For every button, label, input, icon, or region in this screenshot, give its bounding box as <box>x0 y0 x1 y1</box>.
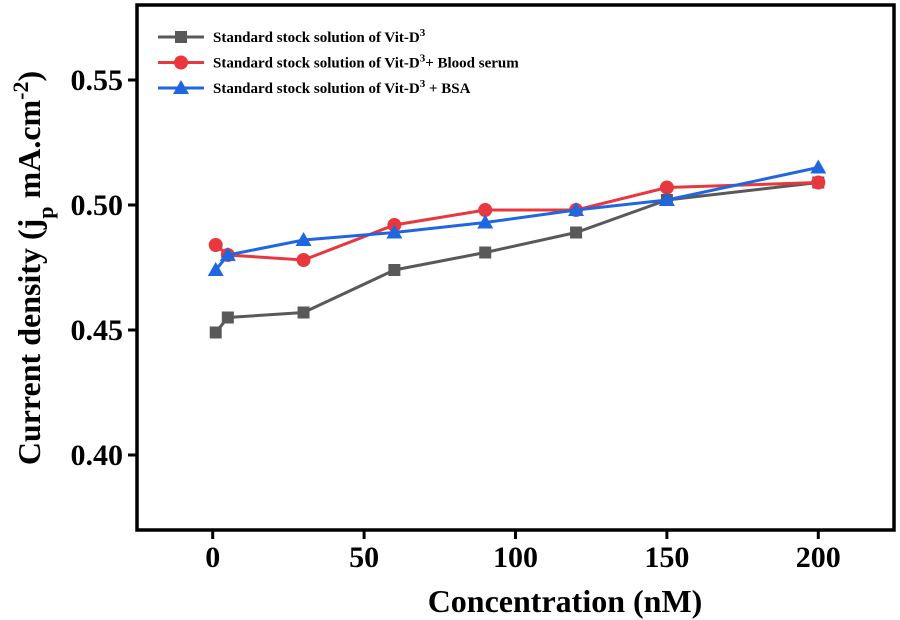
legend-label-sup: 3 <box>420 53 426 65</box>
legend-item: Standard stock solution of Vit-D3+ Blood… <box>158 53 519 72</box>
series-line <box>214 181 819 262</box>
y-axis-title-sup: -2 <box>8 81 33 99</box>
legend-label: Standard stock solution of Vit-D3 <box>213 27 426 46</box>
legend-item: Standard stock solution of Vit-D3 <box>158 27 426 46</box>
data-point <box>295 232 312 246</box>
data-point <box>568 202 585 216</box>
y-axis-title: Current density (jp mA.cm-2) <box>8 71 58 465</box>
legend-label-suffix: + BSA <box>425 81 470 97</box>
legend-swatch-marker <box>173 80 189 94</box>
data-point <box>207 262 224 276</box>
legend-label-main: Standard stock solution of Vit-D <box>213 81 420 97</box>
y-axis-title-mid: mA.cm <box>11 99 47 206</box>
y-tick-label: 0.50 <box>71 189 124 222</box>
x-tick-label: 100 <box>493 541 538 574</box>
data-point <box>221 311 234 324</box>
data-point <box>386 224 403 239</box>
data-point <box>659 180 674 195</box>
legend-label-main: Standard stock solution of Vit-D <box>213 56 420 72</box>
x-tick-label: 200 <box>796 541 841 574</box>
y-tick-label: 0.40 <box>71 439 124 472</box>
data-point <box>388 264 401 276</box>
data-point <box>219 247 236 261</box>
data-point <box>570 226 583 239</box>
legend-swatch-marker <box>174 55 188 70</box>
legend-label: Standard stock solution of Vit-D3+ Blood… <box>213 53 519 72</box>
axes: 0 50 100 150 200 0.40 0.45 0.50 0.55 <box>71 64 841 574</box>
legend-label-suffix: + Blood serum <box>425 56 519 72</box>
y-axis-title-sub: p <box>33 206 58 218</box>
legend-label-sup: 3 <box>420 78 426 90</box>
data-point <box>811 175 826 190</box>
data-point <box>658 192 675 206</box>
series-line <box>214 166 819 271</box>
y-axis-title-main: Current density (j <box>11 219 47 466</box>
legend: Standard stock solution of Vit-D3Standar… <box>158 27 519 97</box>
legend-label-sup: 3 <box>420 27 426 39</box>
series-2 <box>208 175 826 267</box>
legend-item: Standard stock solution of Vit-D3 + BSA <box>158 78 471 97</box>
data-point <box>208 238 223 252</box>
x-axis-title: Concentration (nM) <box>428 583 703 619</box>
y-tick-label: 0.45 <box>71 314 124 347</box>
legend-swatch-marker <box>175 31 187 43</box>
x-tick-label: 50 <box>349 541 379 574</box>
series-line <box>214 181 819 334</box>
series-3 <box>207 159 827 276</box>
legend-label-main: Standard stock solution of Vit-D <box>213 30 420 46</box>
data-point <box>296 253 311 267</box>
data-point <box>810 159 827 174</box>
data-point <box>477 214 494 229</box>
y-tick-label: 0.55 <box>71 64 124 97</box>
x-tick-label: 150 <box>644 541 689 574</box>
data-point <box>479 246 492 259</box>
data-point <box>478 203 493 217</box>
x-tick-label: 0 <box>205 541 220 574</box>
data-point <box>297 306 310 319</box>
y-axis-title-end: ) <box>11 71 47 82</box>
series-layer <box>207 159 827 339</box>
data-point <box>209 326 222 339</box>
legend-label: Standard stock solution of Vit-D3 + BSA <box>213 78 471 97</box>
